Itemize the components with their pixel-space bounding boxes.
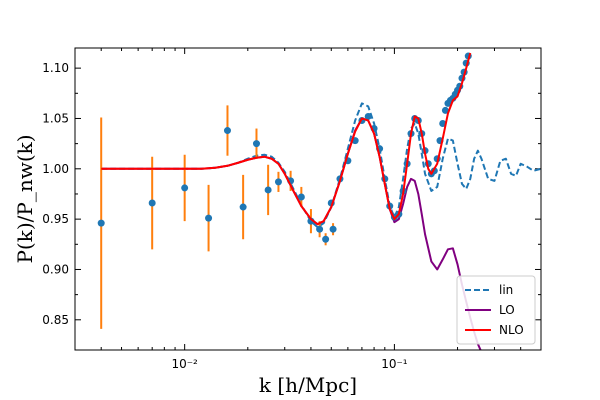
survey-point bbox=[316, 225, 324, 233]
data-points bbox=[97, 52, 472, 243]
error-bars bbox=[100, 105, 335, 329]
nlo-layer bbox=[101, 52, 472, 226]
survey-point bbox=[97, 219, 105, 227]
legend-label-lo: LO bbox=[499, 303, 515, 317]
survey-point bbox=[181, 184, 189, 192]
x-tick-label: 10⁻² bbox=[171, 357, 198, 371]
y-tick-label: 1.10 bbox=[42, 61, 69, 75]
data-point bbox=[364, 112, 372, 120]
survey-point bbox=[252, 140, 260, 148]
survey-point bbox=[322, 235, 330, 243]
survey-point bbox=[297, 193, 305, 201]
survey-point bbox=[148, 199, 156, 207]
data-point bbox=[441, 106, 449, 114]
legend-label-nlo: NLO bbox=[499, 323, 524, 337]
legend-box bbox=[456, 275, 536, 345]
x-axis-title: k [h/Mpc] bbox=[259, 373, 357, 397]
survey-point bbox=[264, 186, 272, 194]
y-tick-label: 0.85 bbox=[42, 313, 69, 327]
legend-label-lin: lin bbox=[499, 283, 513, 297]
survey-point bbox=[329, 225, 337, 233]
survey-point bbox=[223, 127, 231, 135]
tick-labels: 0.85 0.90 0.95 1.00 1.05 1.10 10⁻² 10⁻¹ bbox=[42, 61, 408, 371]
y-tick-label: 1.00 bbox=[42, 162, 69, 176]
y-tick-label: 0.95 bbox=[42, 212, 69, 226]
y-axis-title: P(k)/P_nw(k) bbox=[13, 134, 37, 263]
y-tick-label: 1.05 bbox=[42, 111, 69, 125]
plot-frame bbox=[74, 47, 542, 351]
survey-point bbox=[239, 203, 247, 211]
y-tick-label: 0.90 bbox=[42, 262, 69, 276]
legend: lin LO NLO bbox=[456, 275, 536, 345]
series-line-nlo bbox=[101, 52, 472, 226]
survey-point bbox=[205, 214, 213, 222]
series-line-lin bbox=[101, 102, 541, 229]
survey-point bbox=[274, 178, 282, 186]
x-tick-label: 10⁻¹ bbox=[381, 357, 408, 371]
